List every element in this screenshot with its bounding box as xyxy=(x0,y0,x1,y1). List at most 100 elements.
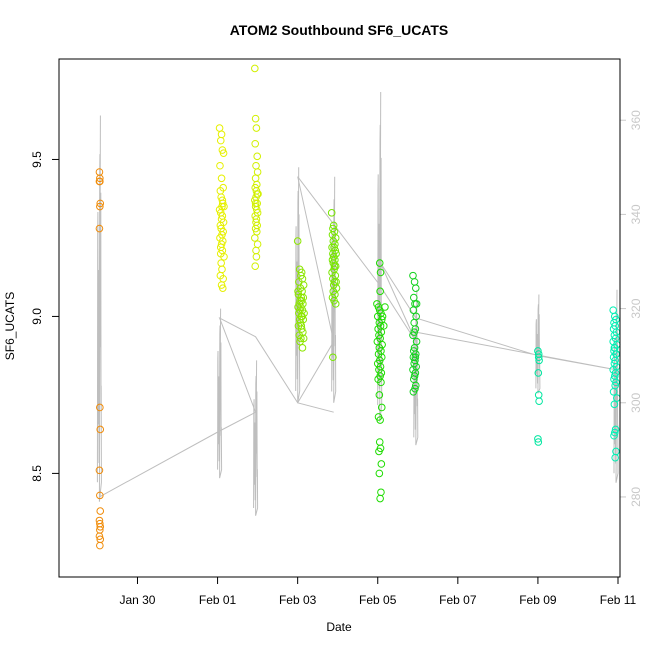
data-point xyxy=(251,114,260,123)
data-point xyxy=(381,303,389,311)
secondary-burst-8 xyxy=(613,289,619,483)
data-point xyxy=(96,403,104,412)
data-point xyxy=(252,252,261,261)
x-axis-label: Date xyxy=(326,620,352,634)
data-point xyxy=(293,237,302,245)
data-point xyxy=(411,353,420,362)
x-tick-label: Feb 11 xyxy=(600,593,637,607)
data-point xyxy=(534,353,543,362)
data-point xyxy=(96,541,104,550)
data-point xyxy=(376,494,384,503)
data-point xyxy=(95,466,104,475)
y2-tick-label: 320 xyxy=(629,298,643,318)
data-point xyxy=(219,149,228,157)
data-point xyxy=(217,174,226,183)
data-point xyxy=(95,177,104,186)
data-point xyxy=(298,344,307,352)
data-point xyxy=(409,293,418,302)
data-point xyxy=(216,221,225,230)
data-point xyxy=(376,268,385,277)
x-tick-label: Feb 09 xyxy=(519,593,557,607)
data-point xyxy=(609,387,618,396)
data-point xyxy=(375,391,384,399)
data-point xyxy=(96,425,105,434)
data-point xyxy=(534,350,543,358)
data-point xyxy=(377,378,385,387)
data-point xyxy=(411,381,420,390)
secondary-burst-1 xyxy=(217,308,223,479)
y-tick-label: 9.0 xyxy=(30,308,44,325)
data-point xyxy=(216,136,225,145)
data-point xyxy=(96,507,105,515)
axes-layer: Jan 30 Feb 01 Feb 03 Feb 05 Feb 07 Feb 09 Feb … xyxy=(30,110,643,607)
data-point xyxy=(253,168,262,176)
data-point xyxy=(96,199,105,208)
data-point xyxy=(218,265,226,274)
data-point xyxy=(95,224,104,233)
data-point xyxy=(534,435,542,443)
data-point xyxy=(218,284,227,292)
data-point xyxy=(534,369,543,377)
plot-frame xyxy=(58,58,621,578)
data-point xyxy=(610,344,619,352)
data-point xyxy=(253,240,262,249)
data-point xyxy=(330,262,339,271)
y2-tick-label: 280 xyxy=(629,487,643,507)
data-point xyxy=(410,278,419,286)
data-point xyxy=(410,372,419,380)
data-point xyxy=(96,202,104,211)
data-point xyxy=(327,209,336,217)
x-tick-label: Feb 03 xyxy=(279,593,317,607)
data-point xyxy=(296,337,304,346)
data-point xyxy=(251,262,260,271)
data-point xyxy=(253,152,262,161)
data-point xyxy=(297,322,306,330)
data-point xyxy=(294,287,302,296)
data-point xyxy=(251,174,260,183)
data-point xyxy=(376,416,384,424)
y2-tick-label: 340 xyxy=(629,204,643,224)
data-point xyxy=(331,300,340,308)
data-point xyxy=(411,284,420,292)
data-point xyxy=(218,196,227,205)
secondary-burst-0 xyxy=(96,115,102,502)
data-point xyxy=(329,353,337,362)
data-point xyxy=(252,246,260,255)
data-point xyxy=(410,328,418,336)
data-point xyxy=(409,387,418,396)
y-tick-label: 8.5 xyxy=(30,465,44,482)
data-point xyxy=(217,130,226,139)
data-point xyxy=(253,190,262,198)
data-point xyxy=(251,64,259,73)
data-point xyxy=(251,139,260,148)
x-tick-label: Feb 07 xyxy=(439,593,477,607)
data-point xyxy=(610,431,618,440)
secondary-series-layer xyxy=(96,91,619,516)
data-point xyxy=(375,438,384,446)
data-point xyxy=(609,306,617,314)
data-point xyxy=(329,252,338,261)
secondary-burst-2 xyxy=(253,360,259,516)
data-point xyxy=(610,400,619,409)
y2-tick-label: 360 xyxy=(629,110,643,130)
data-point xyxy=(610,428,619,437)
data-point xyxy=(96,522,105,531)
data-point xyxy=(95,532,104,540)
data-point xyxy=(96,174,104,183)
data-point xyxy=(251,199,260,208)
data-point xyxy=(332,278,340,286)
data-point xyxy=(377,488,385,497)
data-point xyxy=(377,403,386,412)
data-point xyxy=(534,438,543,446)
y-tick-label: 9.5 xyxy=(30,151,44,168)
y2-tick-label: 300 xyxy=(629,392,643,412)
data-point xyxy=(376,287,384,296)
data-point xyxy=(535,397,543,405)
data-point xyxy=(96,491,104,500)
data-point xyxy=(252,161,260,170)
chart-title: ATOM2 Southbound SF6_UCATS xyxy=(230,22,449,38)
data-point xyxy=(611,453,619,462)
data-point xyxy=(377,460,386,468)
